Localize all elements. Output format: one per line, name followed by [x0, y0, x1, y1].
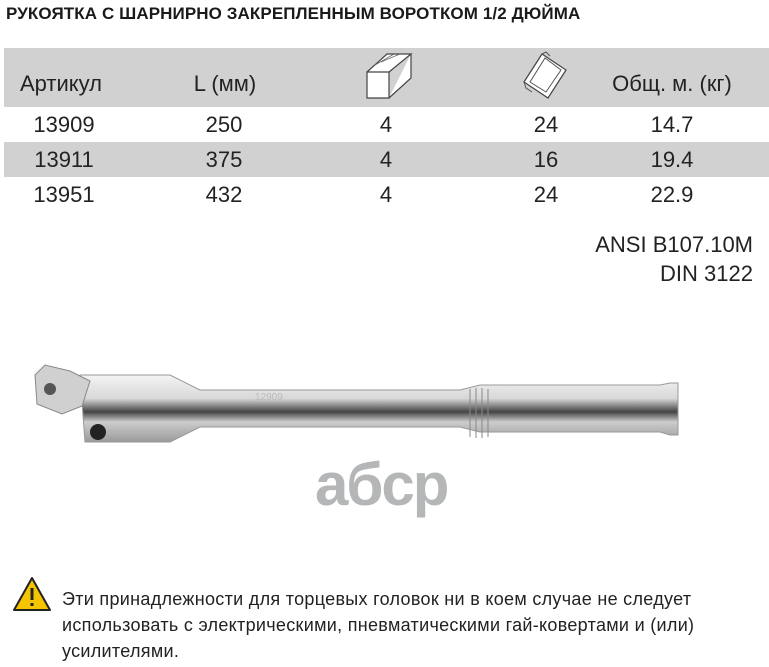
package-box-icon [520, 50, 570, 106]
standard-din: DIN 3122 [660, 261, 753, 286]
standards: ANSI B107.10M DIN 3122 [595, 230, 753, 288]
cell-drive: 4 [379, 146, 393, 172]
page-title: РУКОЯТКА С ШАРНИРНО ЗАКРЕПЛЕННЫМ ВОРОТКО… [6, 4, 581, 23]
cell-weight: 22.9 [650, 181, 694, 207]
cell-drive: 4 [379, 111, 393, 137]
cell-article: 13951 [33, 181, 95, 207]
cell-qty: 24 [533, 111, 559, 137]
header-article: Артикул [19, 71, 103, 96]
standard-ansi: ANSI B107.10M [595, 232, 753, 257]
cell-qty: 24 [533, 181, 559, 207]
cell-article: 13911 [34, 146, 94, 172]
engraving: 12909 [255, 392, 283, 403]
header-length: L (мм) [193, 71, 257, 96]
cell-length: 432 [205, 181, 243, 207]
cell-length: 250 [205, 111, 243, 137]
warning-icon [12, 576, 52, 617]
table-row: 13911 375 4 16 19.4 [4, 142, 769, 177]
warning-text: Эти принадлежности для торцевых головок … [62, 589, 695, 661]
watermark-logo: aбcp [315, 451, 449, 518]
square-drive-icon [365, 50, 415, 106]
header-weight: Общ. м. (кг) [612, 71, 732, 96]
table-header: Артикул L (мм) Общ. м. (кг) [4, 48, 769, 107]
cell-length: 375 [205, 146, 243, 172]
cell-drive: 4 [379, 181, 393, 207]
spec-table: Артикул L (мм) Общ. м. (кг) 13909 250 4 … [4, 48, 769, 212]
table-row: 13909 250 4 24 14.7 [4, 107, 769, 142]
cell-article: 13909 [33, 111, 95, 137]
cell-weight: 14.7 [650, 111, 694, 137]
product-image: 12909 [30, 345, 710, 460]
table-row: 13951 432 4 24 22.9 [4, 177, 769, 212]
cell-weight: 19.4 [650, 146, 694, 172]
cell-qty: 16 [533, 146, 559, 172]
